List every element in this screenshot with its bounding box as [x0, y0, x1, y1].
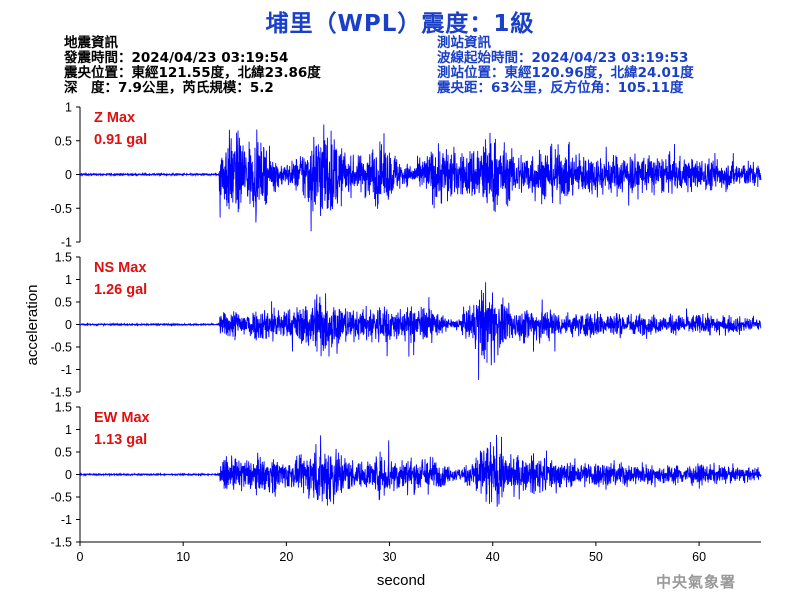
y-tick-label: 0: [65, 468, 72, 482]
trace-ns: [79, 282, 762, 380]
station-info: 測站資訊 波線起始時間：2024/04/23 03:19:53 測站位置：東經1…: [437, 36, 694, 96]
y-tick-label: 1.5: [55, 251, 72, 265]
y-tick-label: 1: [65, 423, 72, 437]
x-tick-label: 50: [589, 550, 603, 564]
earthquake-info: 地震資訊 發震時間：2024/04/23 03:19:54 震央位置：東經121…: [64, 36, 321, 96]
x-tick-label: 10: [176, 550, 190, 564]
y-tick-label: 1.5: [55, 401, 72, 415]
origin-time: 發震時間：2024/04/23 03:19:54: [64, 50, 289, 66]
y-tick-label: 1: [65, 101, 72, 115]
y-tick-label: -0.5: [50, 341, 72, 355]
trace-ew: [79, 434, 762, 507]
station-location: 測站位置：東經120.96度，北緯24.01度: [437, 65, 694, 81]
y-tick-label: 1: [65, 273, 72, 287]
y-tick-label: 0: [65, 318, 72, 332]
agency-name: 中央氣象署: [656, 573, 737, 591]
x-tick-label: 40: [486, 550, 500, 564]
max-label-ew: EW Max: [94, 410, 150, 426]
y-axis-title: acceleration: [24, 285, 41, 366]
max-label-z: Z Max: [94, 110, 135, 126]
depth-magnitude: 深 度：7.9公里，芮氏規模：5.2: [64, 80, 274, 96]
earthquake-info-header: 地震資訊: [64, 35, 118, 51]
x-tick-label: 0: [77, 550, 84, 564]
x-tick-label: 20: [279, 550, 293, 564]
station-info-header: 測站資訊: [437, 35, 491, 51]
y-tick-label: -1.5: [50, 386, 72, 400]
x-tick-label: 60: [692, 550, 706, 564]
x-axis-title: second: [377, 572, 425, 589]
max-label-ns: NS Max: [94, 260, 146, 276]
epicentral-distance: 震央距：63公里，反方位角：105.11度: [437, 80, 684, 96]
y-tick-label: -0.5: [50, 491, 72, 505]
x-tick-label: 30: [383, 550, 397, 564]
epicenter: 震央位置：東經121.55度，北緯23.86度: [64, 65, 321, 81]
chart-title: 埔里（WPL）震度：1級: [265, 11, 535, 37]
y-tick-label: 0.5: [55, 446, 72, 460]
wave-start-time: 波線起始時間：2024/04/23 03:19:53: [437, 50, 689, 66]
y-tick-label: 0.5: [55, 134, 72, 148]
y-tick-label: 0: [65, 168, 72, 182]
y-tick-label: -1: [61, 363, 72, 377]
max-value-ew: 1.13 gal: [94, 432, 147, 448]
trace-z: [79, 124, 762, 232]
y-tick-label: -1: [61, 236, 72, 250]
y-tick-label: -1: [61, 513, 72, 527]
max-value-ns: 1.26 gal: [94, 282, 147, 298]
y-tick-label: 0.5: [55, 296, 72, 310]
y-tick-label: -1.5: [50, 536, 72, 550]
y-tick-label: -0.5: [50, 202, 72, 216]
max-value-z: 0.91 gal: [94, 132, 147, 148]
